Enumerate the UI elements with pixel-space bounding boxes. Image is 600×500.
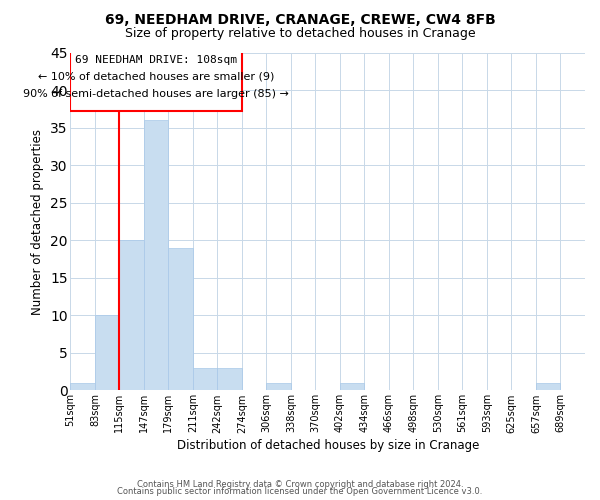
Text: Contains public sector information licensed under the Open Government Licence v3: Contains public sector information licen… <box>118 488 482 496</box>
Text: 69 NEEDHAM DRIVE: 108sqm: 69 NEEDHAM DRIVE: 108sqm <box>75 56 237 66</box>
Bar <box>95 316 119 390</box>
Bar <box>169 248 193 390</box>
Bar <box>536 383 560 390</box>
Text: ← 10% of detached houses are smaller (9): ← 10% of detached houses are smaller (9) <box>38 71 274 81</box>
Text: 90% of semi-detached houses are larger (85) →: 90% of semi-detached houses are larger (… <box>23 89 289 99</box>
Bar <box>217 368 242 390</box>
Text: Contains HM Land Registry data © Crown copyright and database right 2024.: Contains HM Land Registry data © Crown c… <box>137 480 463 489</box>
Text: Size of property relative to detached houses in Cranage: Size of property relative to detached ho… <box>125 28 475 40</box>
Bar <box>144 120 169 390</box>
Bar <box>266 383 291 390</box>
Bar <box>340 383 364 390</box>
Bar <box>119 240 144 390</box>
Y-axis label: Number of detached properties: Number of detached properties <box>31 128 44 314</box>
Text: 69, NEEDHAM DRIVE, CRANAGE, CREWE, CW4 8FB: 69, NEEDHAM DRIVE, CRANAGE, CREWE, CW4 8… <box>104 12 496 26</box>
X-axis label: Distribution of detached houses by size in Cranage: Distribution of detached houses by size … <box>176 440 479 452</box>
Bar <box>70 383 95 390</box>
Bar <box>70 50 242 112</box>
Bar <box>193 368 217 390</box>
